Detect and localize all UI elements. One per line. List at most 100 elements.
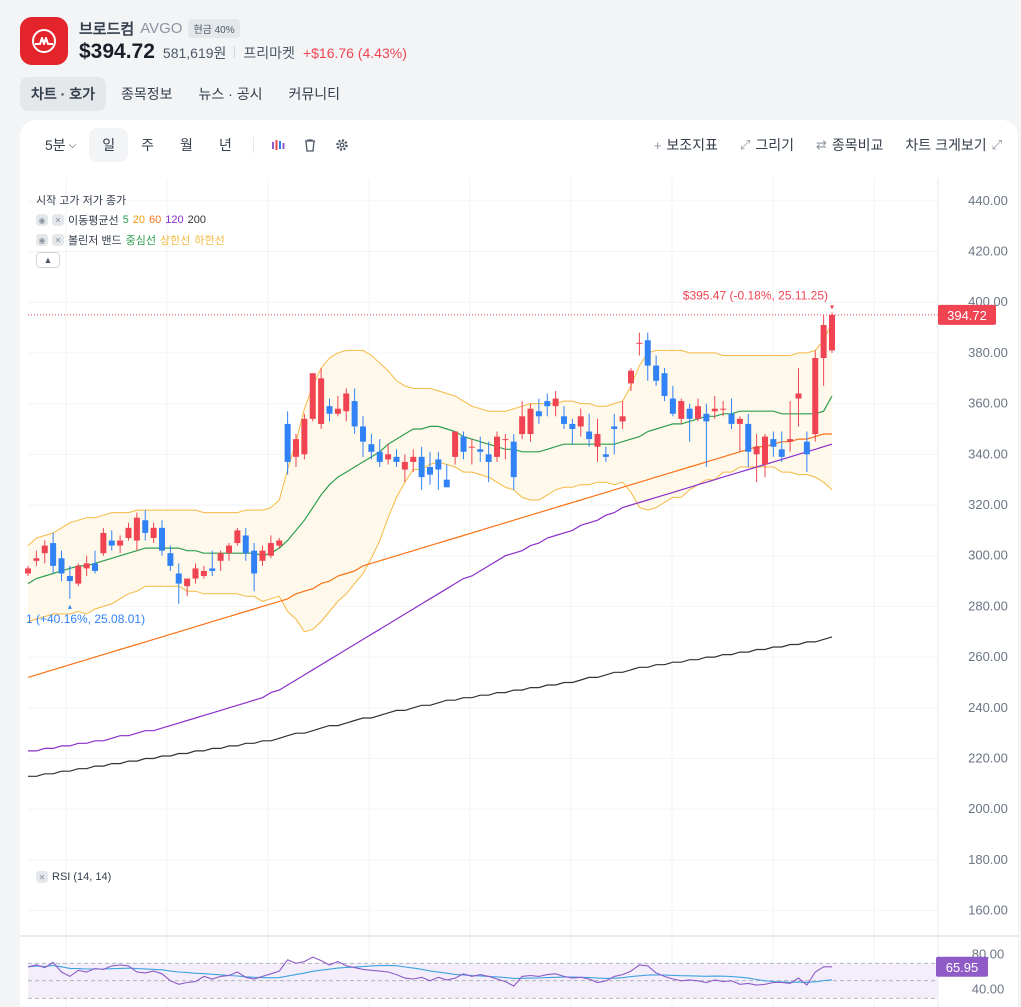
candle-down: [644, 340, 651, 366]
bb-label: 볼린저 밴드: [68, 235, 122, 247]
session-label: 프리마켓: [243, 45, 295, 61]
bb-lower-label: 하한선: [194, 235, 225, 247]
close-icon[interactable]: ✕: [52, 214, 64, 226]
gear-icon[interactable]: [326, 129, 358, 161]
chart-legend: 시작 고가 저가 종가 ◉ ✕ 이동평균선 5 20 60 120 200 ◉ …: [36, 190, 225, 268]
candle-up: [75, 565, 82, 584]
expand-chart-button[interactable]: 차트 크게보기 ⤢: [905, 128, 1002, 162]
collapse-legend-button[interactable]: ▲: [36, 252, 60, 268]
last-price-label: 394.72: [947, 308, 987, 323]
price-chart[interactable]: 440.00420.00400.00380.00360.00340.00320.…: [20, 168, 1018, 1007]
compare-label: 종목비교: [831, 137, 884, 153]
candle-up: [259, 550, 266, 561]
broadcom-logo-icon: [20, 17, 68, 65]
rsi-legend: ✕ RSI (14, 14): [36, 871, 111, 883]
y-tick-label: 320.00: [968, 497, 1008, 512]
rsi-signal-line: [27, 964, 833, 983]
stock-header: 브로드컴 AVGO 현금 40% $394.72 581,619원 프리마켓 +…: [0, 0, 1021, 76]
period-day-button[interactable]: 일: [89, 128, 129, 162]
candle-down: [427, 467, 433, 475]
candle-up: [276, 540, 283, 546]
candle-down: [175, 573, 182, 584]
ma200-line: [28, 636, 833, 777]
rsi-line: [27, 956, 832, 987]
eye-icon[interactable]: ◉: [36, 234, 48, 246]
candle-up: [83, 563, 90, 569]
interval-label: 5분: [45, 137, 66, 153]
candle-up: [184, 578, 191, 587]
high-annotation: $395.47 (-0.18%, 25.11.25): [683, 288, 828, 302]
candle-up: [25, 568, 31, 574]
tab-chart[interactable]: 차트 · 호가: [20, 77, 106, 111]
close-icon[interactable]: ✕: [52, 234, 64, 246]
close-icon[interactable]: ✕: [36, 871, 48, 883]
y-tick-label: 420.00: [968, 244, 1008, 259]
swap-icon: ⇄: [815, 137, 827, 152]
candle-down: [569, 423, 576, 429]
candle-up: [125, 527, 132, 538]
y-tick-label: 280.00: [968, 598, 1008, 613]
candle-up: [829, 314, 835, 351]
candle-up: [519, 416, 526, 435]
candle-up: [334, 408, 341, 414]
divider: [234, 46, 236, 58]
period-year-button[interactable]: 년: [218, 137, 232, 153]
interval-dropdown[interactable]: 5분 ⌵: [32, 128, 89, 162]
candle-down: [728, 413, 735, 424]
candle-down: [443, 479, 450, 488]
candle-up: [150, 527, 157, 538]
candle-up: [343, 393, 350, 412]
price-change: +$16.76 (4.43%): [302, 45, 407, 61]
candle-down: [770, 439, 777, 447]
indicator-button[interactable]: + 보조지표: [654, 128, 718, 162]
candle-down: [251, 550, 258, 574]
candle-down: [544, 401, 551, 407]
ma-legend: ◉ ✕ 이동평균선 5 20 60 120 200: [36, 210, 225, 230]
candle-up: [200, 570, 207, 577]
candle-up: [452, 431, 459, 457]
chart-toolbar: 5분 ⌵ 일 주 월 년 + 보조지표 ⤢ 그리기 ⇄ 종목비교 차트 크게보기 ⤢: [20, 120, 1018, 168]
candle-up: [502, 439, 509, 441]
candle-down: [485, 454, 492, 462]
candle-up: [117, 540, 124, 546]
candle-down: [351, 401, 358, 427]
chart-card: 5분 ⌵ 일 주 월 년 + 보조지표 ⤢ 그리기 ⇄ 종목비교 차트 크게보기 ⤢ 4: [20, 120, 1018, 1007]
candle-down: [376, 451, 383, 462]
tab-community[interactable]: 커뮤니티: [288, 86, 340, 102]
ma120-line: [28, 443, 833, 752]
candle-down: [393, 456, 400, 462]
candle-down: [326, 406, 333, 414]
y-tick-label: 180.00: [968, 852, 1008, 867]
candle-down: [108, 540, 115, 546]
low-annotation: 1 (+40.16%, 25.08.01): [26, 612, 145, 626]
candle-down: [561, 416, 567, 424]
compare-button[interactable]: ⇄ 종목비교: [816, 128, 883, 162]
current-price: $394.72: [79, 40, 155, 63]
candle-up: [619, 416, 626, 422]
tab-info[interactable]: 종목정보: [120, 86, 173, 102]
rsi-label: RSI (14, 14): [52, 871, 112, 883]
candle-type-icon[interactable]: [262, 129, 294, 161]
candle-up: [468, 446, 475, 448]
y-tick-label: 300.00: [968, 548, 1008, 563]
candle-down: [653, 365, 660, 381]
rsi-tick-label: 40.00: [972, 982, 1005, 997]
ma60-label: 60: [148, 214, 162, 226]
candle-down: [778, 449, 785, 457]
candle-up: [736, 418, 743, 424]
y-tick-label: 360.00: [968, 396, 1008, 411]
draw-button[interactable]: ⤢ 그리기: [740, 128, 794, 162]
candle-up: [293, 439, 299, 457]
ohlc-legend: 시작 고가 저가 종가: [36, 195, 127, 207]
period-week-button[interactable]: 주: [141, 137, 155, 153]
tab-news[interactable]: 뉴스 · 공시: [198, 86, 263, 102]
rsi-last-tag: [936, 956, 988, 977]
price-krw: 581,619원: [162, 45, 227, 61]
trash-icon[interactable]: [294, 129, 326, 161]
candle-up: [695, 406, 701, 419]
candle-down: [745, 423, 752, 452]
eye-icon[interactable]: ◉: [36, 214, 48, 226]
rsi-last-label: 65.95: [946, 960, 979, 975]
period-month-button[interactable]: 월: [180, 137, 193, 153]
candle-down: [368, 444, 375, 452]
